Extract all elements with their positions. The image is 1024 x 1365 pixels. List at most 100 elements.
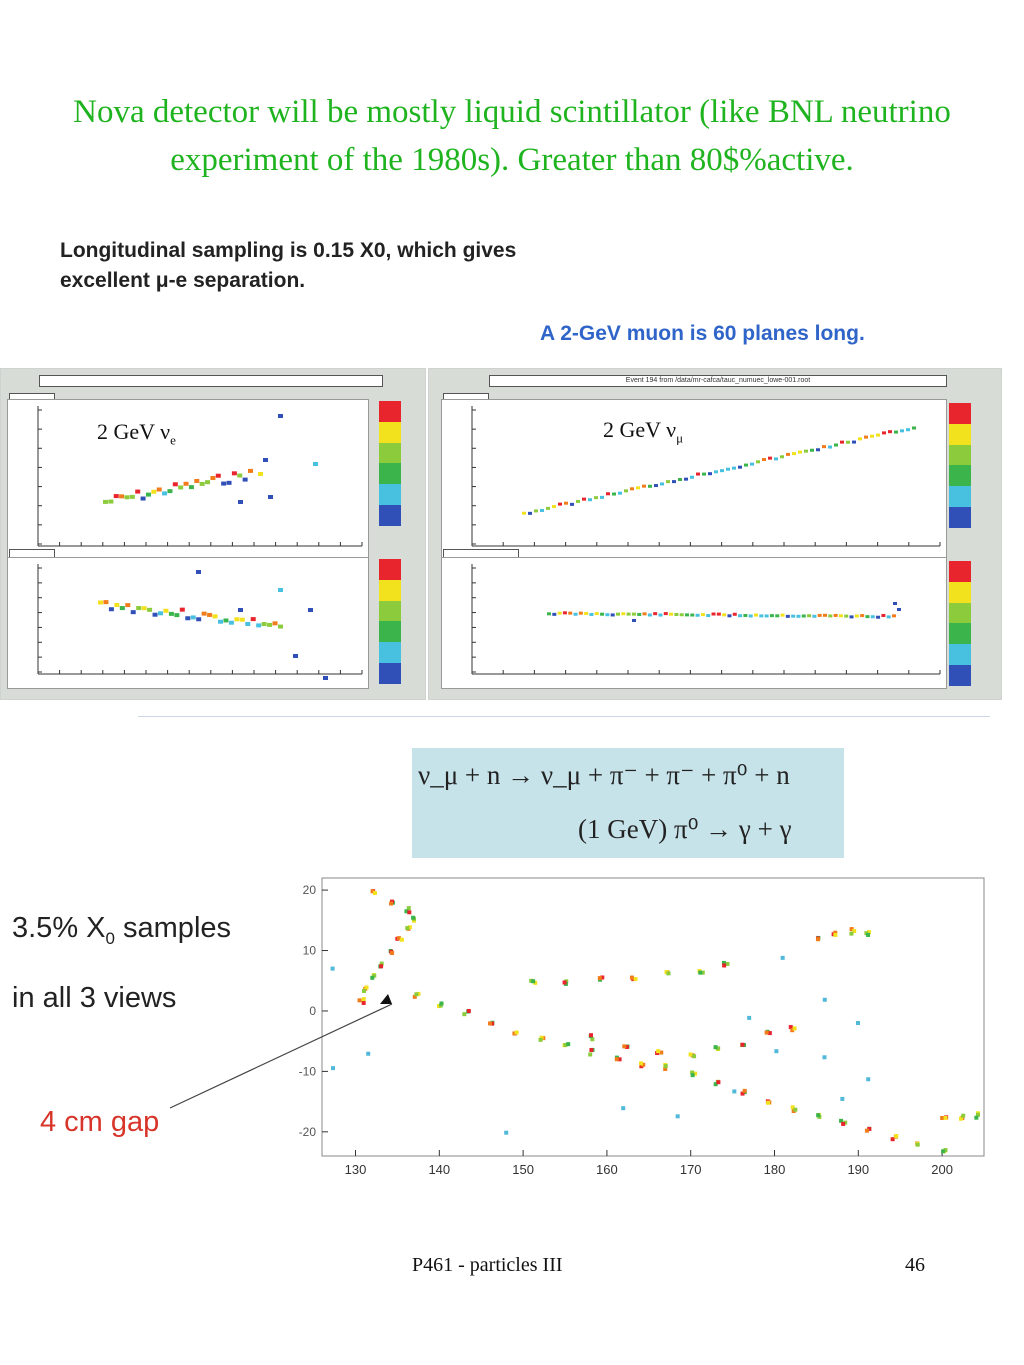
shower-hit (562, 980, 567, 985)
shower-hit (379, 961, 384, 966)
electron-side-hit (174, 613, 180, 618)
shower-hit (639, 1061, 644, 1066)
muon-event-label-text: 2 GeV ν (603, 417, 677, 442)
muon-side-hit (631, 612, 636, 616)
shower-hit (487, 1021, 492, 1026)
electron-side-hit (103, 600, 109, 605)
shower-hit (362, 988, 367, 993)
electron-side-hit (293, 654, 298, 658)
electron-top-hit (183, 481, 189, 486)
shower-hit (512, 1031, 517, 1036)
shower-hit (364, 985, 369, 990)
shower-hit (466, 1008, 471, 1013)
shower-hit (740, 1091, 745, 1096)
shower-hit (843, 1120, 848, 1125)
shower-hit (840, 1096, 845, 1101)
electron-top-hit (135, 489, 141, 494)
y-tick-label: -10 (299, 1064, 317, 1078)
shower-hit (688, 1052, 693, 1057)
muon-top-hit (528, 511, 532, 515)
muon-side-hit (897, 608, 901, 611)
muon-event-label: 2 GeV νμ (597, 415, 690, 449)
shower-hit (666, 971, 671, 976)
shower-hit (361, 1000, 366, 1005)
electron-side-hit (196, 617, 202, 622)
muon-side-hit (732, 612, 737, 616)
muon-side-hit (838, 614, 843, 618)
muon-side-hit (748, 614, 753, 618)
muon-side-hit (791, 614, 796, 618)
shower-hit (692, 1054, 697, 1059)
electron-top-hit (113, 494, 119, 499)
muon-side-hit (663, 612, 668, 616)
shower-hit (855, 1021, 860, 1026)
muon-side-hit (632, 619, 636, 622)
shower-hit (490, 1021, 495, 1026)
muon-side-hit (573, 612, 578, 616)
shower-hit (370, 889, 375, 894)
shower-hit (372, 891, 377, 896)
electron-side-color-scale (379, 559, 401, 684)
shower-hit (833, 932, 838, 937)
muon-side-hit (865, 615, 870, 619)
muon-side-hit (854, 614, 859, 618)
muon-side-hit (722, 613, 727, 617)
muon-top-hit (588, 498, 592, 502)
shower-hit (722, 963, 727, 968)
muon-top-hit (702, 472, 706, 476)
muon-side-hit (876, 615, 881, 619)
shower-hit (624, 1044, 629, 1049)
muon-side-hit (870, 615, 875, 619)
muon-top-view-svg (471, 406, 941, 547)
muon-side-hit (610, 613, 615, 617)
electron-top-hit (178, 485, 184, 490)
muon-top-hit (720, 469, 724, 473)
electron-top-hit (108, 499, 114, 504)
shower-hit (600, 975, 605, 980)
shower-hit (852, 929, 857, 934)
muon-side-hit (685, 613, 689, 617)
x-tick-label: 200 (931, 1162, 953, 1177)
shower-hit (396, 936, 401, 941)
slide-title: Nova detector will be mostly liquid scin… (73, 94, 951, 178)
muon-side-hit (892, 614, 896, 618)
muon-top-hit (726, 467, 730, 471)
muon-top-hit (786, 452, 790, 456)
muon-side-view-svg (471, 564, 941, 675)
longitudinal-sampling-note: Longitudinal sampling is 0.15 X0, which … (60, 236, 660, 296)
shower-hit (389, 901, 394, 906)
muon-side-hit (780, 613, 785, 617)
shower-hit (839, 1118, 844, 1123)
shower-hit (713, 1082, 718, 1087)
shower-hit (725, 961, 730, 966)
shower-hit (698, 970, 703, 975)
electron-side-hit (158, 611, 163, 616)
muon-top-hit (654, 484, 658, 488)
muon-top-hit (624, 489, 628, 493)
shower-hit (405, 926, 410, 931)
shower-hit (716, 1080, 721, 1085)
muon-top-hit (876, 433, 880, 437)
section-divider (138, 716, 990, 717)
shower-hit (656, 1049, 661, 1054)
shower-hit (915, 1142, 920, 1147)
electron-top-hit (124, 495, 130, 500)
shower-hit (790, 1105, 795, 1110)
shower-hit (659, 1050, 664, 1055)
shower-hit (533, 980, 538, 985)
x-tick-label: 170 (680, 1162, 702, 1177)
muon-side-hit (817, 613, 822, 617)
shower-hit (439, 1001, 444, 1006)
muon-side-hit (893, 602, 897, 605)
muon-top-hit (522, 511, 526, 515)
electron-top-hit (215, 473, 221, 478)
shower-hit (330, 966, 335, 971)
shower-scatter-plot: 130 140 150 160 170 180 190 200 20 10 0 -10 -20 (299, 877, 985, 1177)
electron-side-hit (125, 603, 131, 608)
shower-hit (438, 1003, 443, 1008)
electron-event-display: 2 GeV νe (0, 368, 426, 700)
muon-side-hit (695, 613, 700, 617)
reaction-line-2: (1 GeV) π⁰ → γ + γ (578, 814, 792, 844)
shower-hit (663, 1067, 668, 1072)
electron-side-hit (196, 570, 201, 574)
